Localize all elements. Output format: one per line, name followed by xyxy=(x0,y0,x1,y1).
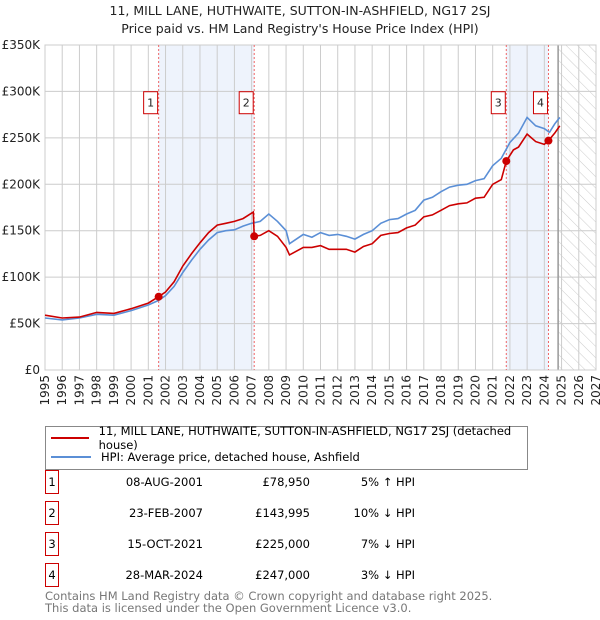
x-tick-label: 2011 xyxy=(314,375,328,406)
transaction-date: 28-MAR-2024 xyxy=(125,568,203,582)
transaction-hpi-diff: 7% ↓ HPI xyxy=(360,537,415,551)
x-tick-label: 2016 xyxy=(400,375,414,406)
transaction-date: 08-AUG-2001 xyxy=(125,475,203,489)
y-tick-label: £100K xyxy=(2,270,42,284)
legend: 11, MILL LANE, HUTHWAITE, SUTTON-IN-ASHF… xyxy=(45,424,528,470)
series-line xyxy=(44,125,561,319)
shaded-period xyxy=(158,45,255,370)
y-tick-label: £50K xyxy=(9,317,41,331)
sale-label: 4 xyxy=(537,97,544,110)
chart-subtitle: Price paid vs. HM Land Registry's House … xyxy=(121,21,479,36)
chart-title: 11, MILL LANE, HUTHWAITE, SUTTON-IN-ASHF… xyxy=(109,3,491,18)
transaction-marker: 2 xyxy=(45,501,59,525)
y-tick-label: £150K xyxy=(2,224,42,238)
legend-item-property: 11, MILL LANE, HUTHWAITE, SUTTON-IN-ASHF… xyxy=(51,424,527,452)
x-tick-label: 2004 xyxy=(193,375,207,406)
legend-swatch-red xyxy=(51,437,89,439)
x-tick-label: 2017 xyxy=(417,375,431,406)
price-chart: £0 £50K £100K £150K £200K £250K £300K £350K 1995… xyxy=(2,38,600,406)
transaction-price: £143,995 xyxy=(255,506,310,520)
x-tick-label: 2024 xyxy=(537,375,551,406)
x-tick-label: 2007 xyxy=(245,375,259,406)
x-tick-label: 2001 xyxy=(141,375,155,406)
transaction-row: 1 08-AUG-2001 £78,950 5% ↑ HPI xyxy=(45,470,445,494)
sale-label: 3 xyxy=(495,97,502,110)
sale-label-box xyxy=(238,91,254,115)
x-tick-label: 2010 xyxy=(296,375,310,406)
sale-point xyxy=(250,232,259,241)
x-tick-label: 2021 xyxy=(486,375,500,406)
footer-copyright: Contains HM Land Registry data © Crown c… xyxy=(45,589,493,603)
x-tick-label: 2023 xyxy=(520,375,534,406)
transaction-date: 23-FEB-2007 xyxy=(129,506,203,520)
legend-swatch-blue xyxy=(51,456,91,458)
transaction-marker: 3 xyxy=(45,532,59,556)
x-tick-label: 2002 xyxy=(159,375,173,406)
sale-label-box xyxy=(532,91,548,115)
transaction-marker: 4 xyxy=(45,563,59,587)
x-tick-label: 2000 xyxy=(124,375,138,406)
y-tick-label: £0 xyxy=(25,363,40,377)
x-tick-label: 1997 xyxy=(72,375,86,406)
transaction-hpi-diff: 10% ↓ HPI xyxy=(353,506,415,520)
x-tick-label: 2005 xyxy=(210,375,224,406)
sale-label: 1 xyxy=(147,97,154,110)
x-tick-label: 2008 xyxy=(262,375,276,406)
sale-point xyxy=(502,157,511,166)
transaction-price: £78,950 xyxy=(262,475,310,489)
x-tick-label: 2027 xyxy=(589,375,600,406)
y-tick-label: £200K xyxy=(2,177,42,191)
footer-licence: This data is licensed under the Open Gov… xyxy=(45,601,412,615)
transaction-row: 2 23-FEB-2007 £143,995 10% ↓ HPI xyxy=(45,501,445,525)
sale-point xyxy=(154,292,163,301)
x-tick-label: 2019 xyxy=(451,375,465,406)
transaction-hpi-diff: 3% ↓ HPI xyxy=(360,568,415,582)
x-tick-label: 2020 xyxy=(468,375,482,406)
x-tick-label: 2025 xyxy=(555,375,569,406)
x-tick-label: 2018 xyxy=(434,375,448,406)
x-tick-label: 2026 xyxy=(572,375,586,406)
sale-label-box xyxy=(143,91,159,115)
x-tick-label: 1995 xyxy=(38,375,52,406)
x-tick-label: 2015 xyxy=(382,375,396,406)
x-tick-label: 2012 xyxy=(331,375,345,406)
transaction-row: 4 28-MAR-2024 £247,000 3% ↓ HPI xyxy=(45,563,445,587)
transaction-date: 15-OCT-2021 xyxy=(127,537,203,551)
x-tick-label: 2022 xyxy=(503,375,517,406)
y-tick-label: £250K xyxy=(2,131,42,145)
sale-label-box xyxy=(490,91,506,115)
x-tick-label: 2003 xyxy=(176,375,190,406)
transaction-marker: 1 xyxy=(45,470,59,494)
x-tick-label: 2013 xyxy=(348,375,362,406)
forecast-hatch xyxy=(558,45,596,370)
x-tick-label: 2006 xyxy=(227,375,241,406)
sale-point xyxy=(544,136,553,145)
series-line xyxy=(44,116,561,321)
y-tick-label: £350K xyxy=(2,38,42,52)
transaction-price: £247,000 xyxy=(255,568,310,582)
transaction-row: 3 15-OCT-2021 £225,000 7% ↓ HPI xyxy=(45,532,445,556)
legend-item-hpi: HPI: Average price, detached house, Ashf… xyxy=(51,449,360,465)
x-tick-label: 1996 xyxy=(55,375,69,406)
transaction-price: £225,000 xyxy=(255,537,310,551)
y-tick-label: £300K xyxy=(2,84,42,98)
x-tick-label: 2009 xyxy=(279,375,293,406)
x-tick-label: 1999 xyxy=(107,375,121,406)
sale-label: 2 xyxy=(243,97,250,110)
x-tick-label: 1998 xyxy=(90,375,104,406)
transaction-hpi-diff: 5% ↑ HPI xyxy=(360,475,415,489)
plot-frame xyxy=(44,44,597,371)
legend-label: HPI: Average price, detached house, Ashf… xyxy=(101,450,360,464)
x-tick-label: 2014 xyxy=(365,375,379,406)
legend-label: 11, MILL LANE, HUTHWAITE, SUTTON-IN-ASHF… xyxy=(98,424,512,452)
